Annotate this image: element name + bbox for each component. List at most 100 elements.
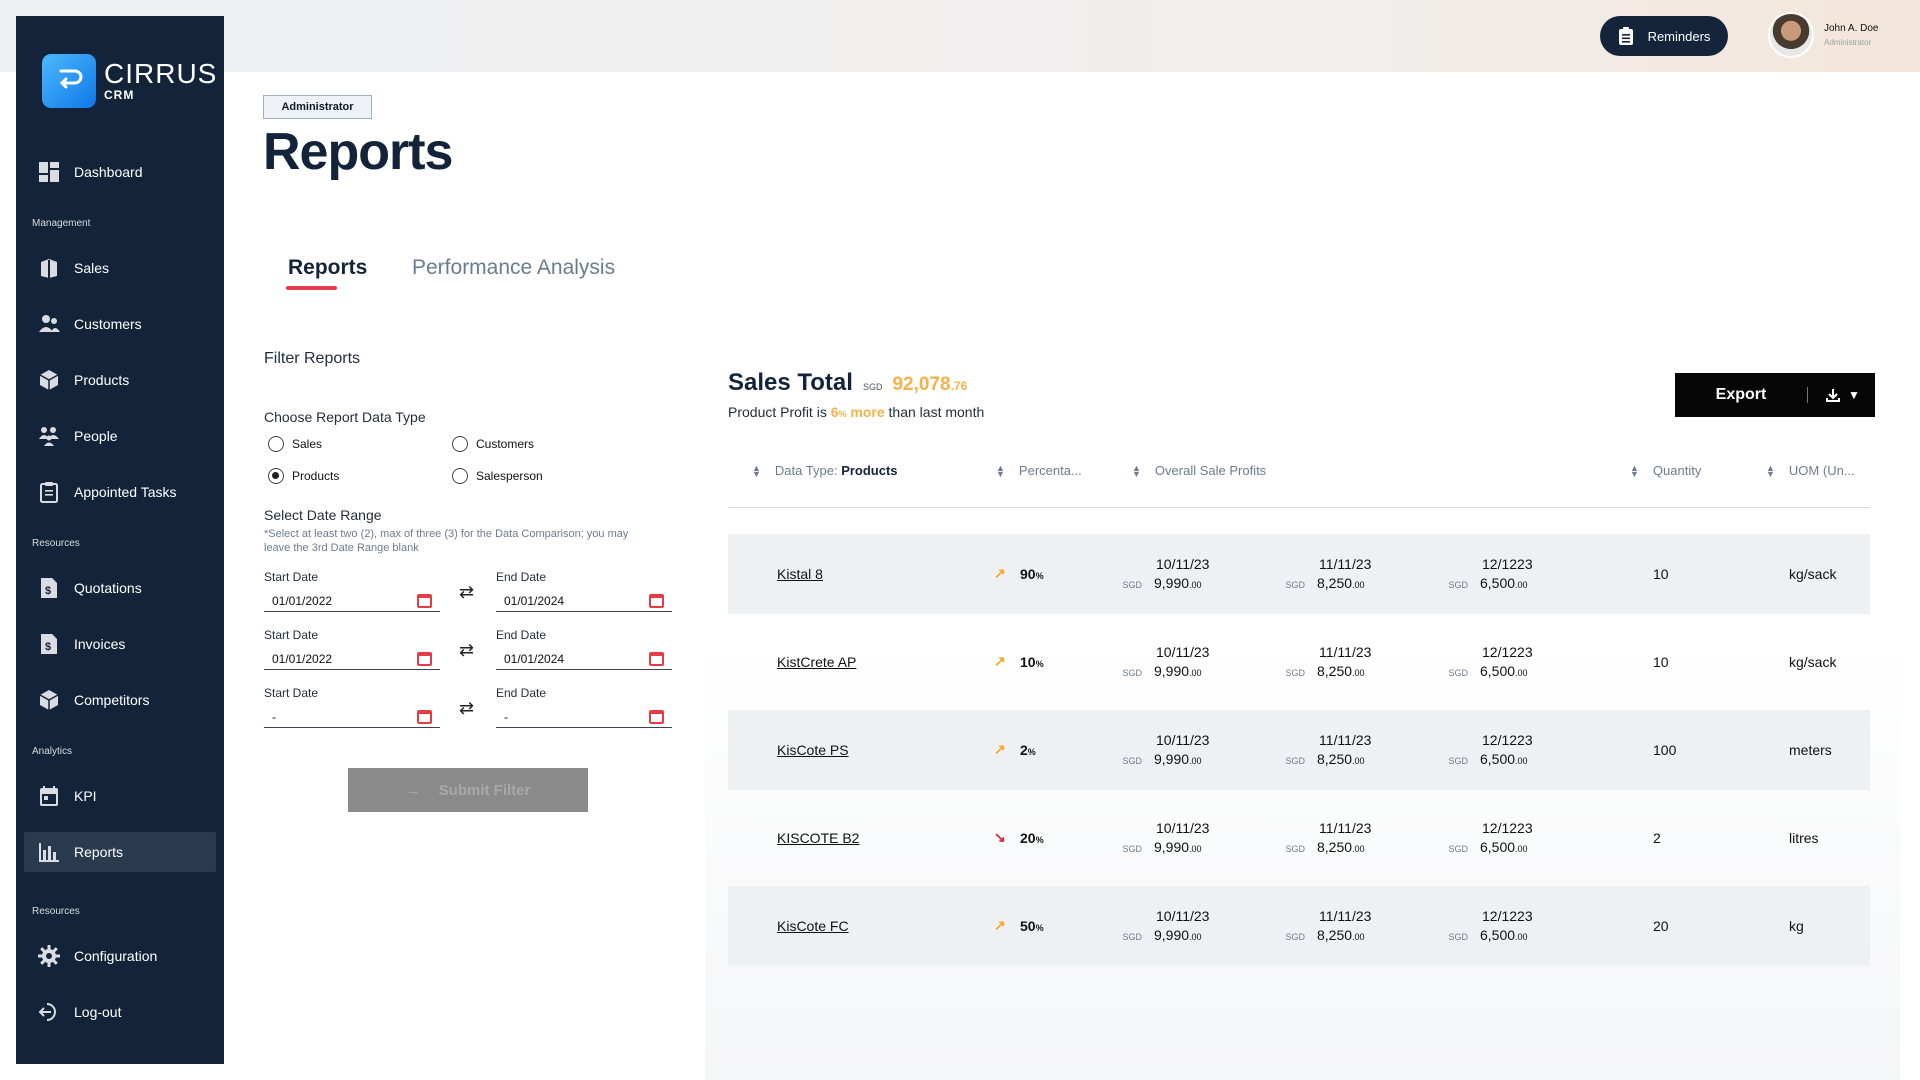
radio-sales[interactable]: Sales bbox=[268, 436, 322, 452]
sidebar-item-appointed-tasks[interactable]: Appointed Tasks bbox=[24, 472, 216, 512]
sidebar-item-sales[interactable]: Sales bbox=[24, 248, 216, 288]
profit-amount: 6,500.00 bbox=[1480, 663, 1528, 679]
sidebar-item-logout[interactable]: Log-out bbox=[24, 992, 216, 1032]
table-row[interactable]: KISCOTE B2 ↘ 20% 10/11/23 SGD 9,990.00 11… bbox=[728, 798, 1870, 878]
submit-filter-button[interactable]: → Submit Filter bbox=[348, 768, 588, 812]
calendar-icon[interactable] bbox=[649, 593, 664, 608]
sort-icon[interactable]: ▲ ▼ bbox=[1630, 462, 1639, 479]
product-link[interactable]: Kistal 8 bbox=[777, 566, 823, 582]
swap-icon[interactable]: ⇄ bbox=[459, 582, 475, 602]
radio-circle[interactable] bbox=[452, 468, 468, 484]
sidebar-item-label: Sales bbox=[74, 260, 110, 276]
product-link[interactable]: KistCrete AP bbox=[777, 654, 857, 670]
divider bbox=[1807, 387, 1808, 403]
profit-date: 11/11/23 bbox=[1319, 732, 1372, 748]
user-profile[interactable]: John A. Doe Administrator bbox=[1768, 12, 1878, 58]
profit-currency: SGD bbox=[1285, 932, 1305, 942]
profit-currency: SGD bbox=[1448, 756, 1468, 766]
filter-title: Filter Reports bbox=[264, 350, 361, 367]
table-row[interactable]: KistCrete AP ↗ 10% 10/11/23 SGD 9,990.00 … bbox=[728, 622, 1870, 702]
radio-circle[interactable] bbox=[268, 436, 284, 452]
sidebar-item-products[interactable]: Products bbox=[24, 360, 216, 400]
radio-circle[interactable] bbox=[268, 468, 284, 484]
sort-icon[interactable]: ▲ ▼ bbox=[1766, 462, 1775, 479]
profit-currency: SGD bbox=[1448, 668, 1468, 678]
sidebar-item-invoices[interactable]: $ Invoices bbox=[24, 624, 216, 664]
swap-icon[interactable]: ⇄ bbox=[459, 640, 475, 660]
product-link[interactable]: KisCote PS bbox=[777, 742, 849, 758]
calendar-icon[interactable] bbox=[649, 709, 664, 724]
column-header-quantity[interactable]: ▲ ▼ Quantity bbox=[1630, 463, 1701, 478]
end-date-value[interactable]: 01/01/2024 bbox=[504, 651, 565, 666]
column-header-profits[interactable]: ▲ ▼ Overall Sale Profits bbox=[1132, 463, 1266, 478]
sidebar-item-competitors[interactable]: Competitors bbox=[24, 680, 216, 720]
table-row[interactable]: Kistal 8 ↗ 90% 10/11/23 SGD 9,990.00 11/1… bbox=[728, 534, 1870, 614]
profit-amount-main: 9,990 bbox=[1154, 575, 1190, 591]
profit-date: 11/11/23 bbox=[1319, 644, 1372, 660]
sidebar-item-configuration[interactable]: Configuration bbox=[24, 936, 216, 976]
sort-icon[interactable]: ▲ ▼ bbox=[996, 462, 1005, 479]
end-date-field-2[interactable]: End Date 01/01/2024 bbox=[496, 628, 672, 670]
sidebar-item-customers[interactable]: Customers bbox=[24, 304, 216, 344]
sidebar-item-label: Log-out bbox=[74, 1004, 122, 1020]
column-header-uom[interactable]: ▲ ▼ UOM (Un... bbox=[1766, 463, 1855, 478]
dashboard-icon bbox=[39, 162, 59, 182]
tab-reports[interactable]: Reports bbox=[285, 256, 368, 290]
profit-cell: 12/1223 SGD 6,500.00 bbox=[1448, 820, 1532, 855]
start-date-field-2[interactable]: Start Date 01/01/2022 bbox=[264, 628, 440, 670]
tab-performance-analysis[interactable]: Performance Analysis bbox=[412, 256, 616, 279]
column-header-percentage[interactable]: ▲ ▼ Percenta... bbox=[996, 463, 1082, 478]
profit-amount-main: 8,250 bbox=[1317, 663, 1353, 679]
end-date-value[interactable]: 01/01/2024 bbox=[504, 593, 565, 608]
product-link[interactable]: KISCOTE B2 bbox=[777, 830, 860, 846]
end-date-field-1[interactable]: End Date 01/01/2024 bbox=[496, 570, 672, 612]
calendar-icon[interactable] bbox=[417, 709, 432, 724]
radio-circle[interactable] bbox=[452, 436, 468, 452]
reminders-button[interactable]: Reminders bbox=[1600, 16, 1728, 56]
export-options[interactable]: ▼ bbox=[1808, 388, 1860, 402]
sort-icon[interactable]: ▲ ▼ bbox=[752, 462, 761, 479]
radio-salesperson[interactable]: Salesperson bbox=[452, 468, 543, 484]
profit-amount: 8,250.00 bbox=[1317, 839, 1365, 855]
sidebar-item-label: Products bbox=[74, 372, 130, 388]
start-date-field-3[interactable]: Start Date - bbox=[264, 686, 440, 728]
start-date-value[interactable]: 01/01/2022 bbox=[272, 593, 333, 608]
end-date-field-3[interactable]: End Date - bbox=[496, 686, 672, 728]
table-row[interactable]: KisCote FC ↗ 50% 10/11/23 SGD 9,990.00 11… bbox=[728, 886, 1870, 966]
calendar-icon[interactable] bbox=[649, 651, 664, 666]
profit-currency: SGD bbox=[1122, 932, 1142, 942]
profit-cell: 12/1223 SGD 6,500.00 bbox=[1448, 732, 1532, 767]
profit-amount: 8,250.00 bbox=[1317, 751, 1365, 767]
profit-amount: 8,250.00 bbox=[1317, 575, 1365, 591]
calendar-icon[interactable] bbox=[417, 651, 432, 666]
sidebar-item-label: Appointed Tasks bbox=[74, 484, 177, 500]
percentage-value: 10% bbox=[1020, 654, 1044, 670]
sidebar-item-reports[interactable]: Reports bbox=[24, 832, 216, 872]
percentage-sign: % bbox=[1035, 835, 1044, 845]
swap-icon[interactable]: ⇄ bbox=[459, 698, 475, 718]
trend-up-icon: ↗ bbox=[994, 565, 1006, 581]
product-link[interactable]: KisCote FC bbox=[777, 918, 849, 934]
radio-customers[interactable]: Customers bbox=[452, 436, 534, 452]
table-row[interactable]: KisCote PS ↗ 2% 10/11/23 SGD 9,990.00 11/… bbox=[728, 710, 1870, 790]
profit-cell: 12/1223 SGD 6,500.00 bbox=[1448, 644, 1532, 679]
radio-products[interactable]: Products bbox=[268, 468, 339, 484]
sidebar-item-kpi[interactable]: KPI bbox=[24, 776, 216, 816]
sidebar-item-quotations[interactable]: $ Quotations bbox=[24, 568, 216, 608]
column-header-data-type[interactable]: ▲ ▼ Data Type: Products bbox=[752, 463, 898, 478]
export-button[interactable]: Export ▼ bbox=[1675, 373, 1875, 417]
avatar[interactable] bbox=[1768, 12, 1814, 58]
sidebar-item-dashboard[interactable]: Dashboard bbox=[24, 152, 216, 192]
profit-prefix: Product Profit is bbox=[728, 404, 827, 420]
sort-icon[interactable]: ▲ ▼ bbox=[1132, 462, 1141, 479]
start-date-value[interactable]: - bbox=[272, 709, 276, 724]
logo[interactable]: CIRRUS CRM bbox=[42, 54, 217, 108]
sidebar-item-people[interactable]: People bbox=[24, 416, 216, 456]
profit-amount-decimals: .00 bbox=[1189, 932, 1202, 942]
role-badge: Administrator bbox=[263, 95, 372, 119]
start-date-field-1[interactable]: Start Date 01/01/2022 bbox=[264, 570, 440, 612]
start-date-value[interactable]: 01/01/2022 bbox=[272, 651, 333, 666]
calendar-icon[interactable] bbox=[417, 593, 432, 608]
profit-amount: 9,990.00 bbox=[1154, 927, 1202, 943]
end-date-value[interactable]: - bbox=[504, 709, 508, 724]
